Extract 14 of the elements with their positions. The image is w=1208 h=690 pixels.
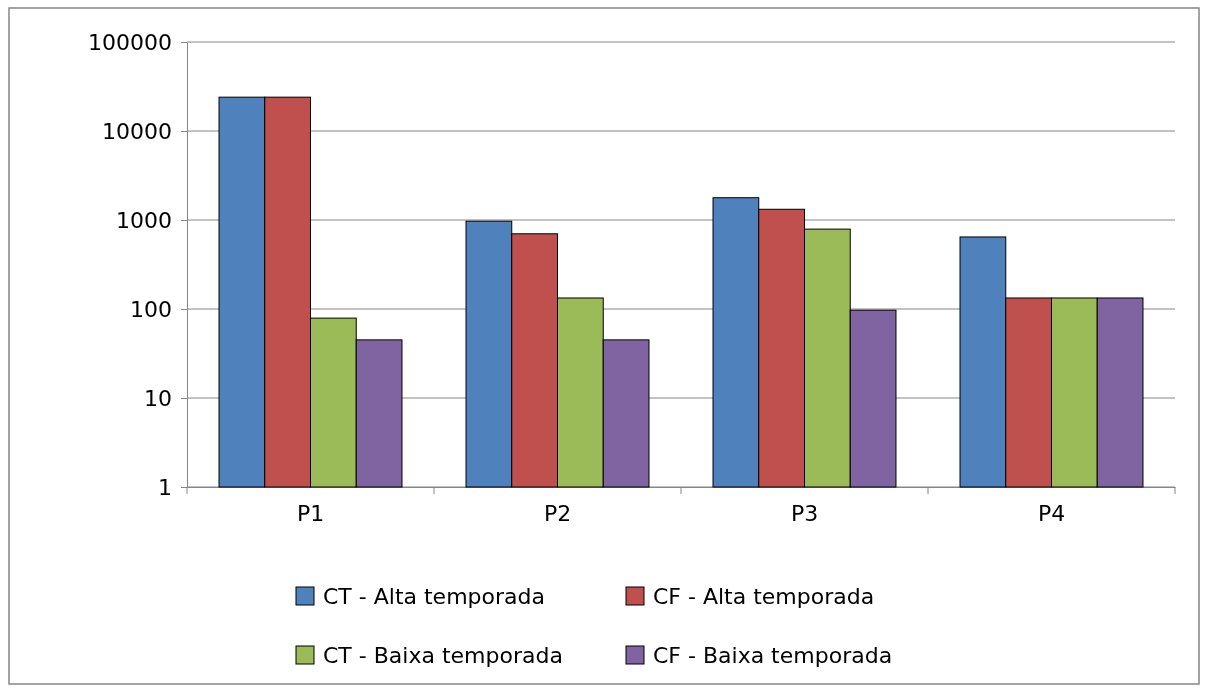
legend-label: CF - Baixa temporada <box>653 643 893 668</box>
x-tick-label: P4 <box>1037 500 1066 526</box>
legend-label: CF - Alta temporada <box>653 584 875 609</box>
legend-label: CT - Alta temporada <box>323 584 545 609</box>
y-tick-label: 10000 <box>102 118 172 144</box>
y-tick-label: 1000 <box>116 207 172 233</box>
y-tick-label: 100 <box>130 296 172 322</box>
y-tick-label: 1 <box>158 474 172 500</box>
legend-label: CT - Baixa temporada <box>323 643 563 668</box>
x-tick-label: P2 <box>543 500 572 526</box>
x-tick-label: P3 <box>790 500 819 526</box>
y-tick-label: 100000 <box>88 29 172 55</box>
x-tick-label: P1 <box>296 500 325 526</box>
y-tick-label: 10 <box>144 385 172 411</box>
